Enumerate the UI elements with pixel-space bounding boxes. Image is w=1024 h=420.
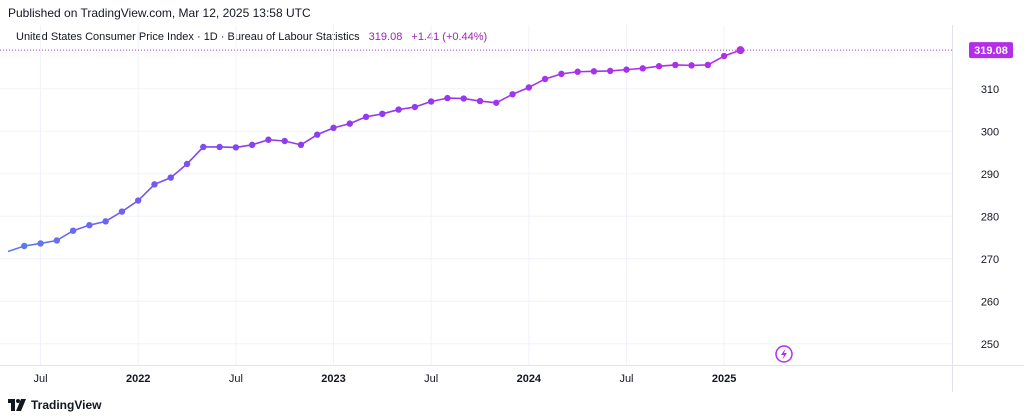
tradingview-logo-icon [8, 399, 26, 411]
data-point [590, 68, 598, 75]
data-point [607, 67, 614, 75]
data-point [281, 137, 288, 145]
y-tick-label: 250 [981, 339, 999, 351]
data-point [69, 227, 77, 234]
data-point [102, 218, 109, 225]
y-tick-label: 280 [981, 211, 999, 223]
series-legend[interactable]: United States Consumer Price Index · 1D … [16, 31, 487, 43]
data-point [736, 46, 745, 55]
data-point [21, 242, 28, 250]
data-point [395, 106, 402, 113]
x-tick-label: Jul [229, 373, 243, 385]
data-point [720, 52, 728, 60]
data-point [493, 99, 500, 106]
series-name: United States Consumer Price Index · 1D … [16, 31, 360, 43]
data-point [379, 110, 386, 118]
data-point [362, 113, 370, 121]
data-point [688, 62, 695, 69]
data-point [541, 75, 549, 83]
data-point [525, 84, 533, 91]
data-point [574, 68, 581, 75]
y-tick-label: 290 [981, 169, 999, 181]
x-tick-label: 2025 [712, 373, 736, 385]
data-point [672, 61, 679, 69]
data-point [183, 160, 191, 168]
last-value-badge-label: 319.08 [974, 45, 1008, 57]
data-point [704, 61, 712, 69]
data-point [444, 94, 451, 102]
data-point [476, 97, 484, 105]
data-point [216, 143, 223, 151]
x-tick-label: Jul [34, 373, 48, 385]
data-point [37, 240, 44, 247]
data-point [509, 91, 516, 98]
data-point [200, 143, 207, 151]
y-tick-label: 270 [981, 254, 999, 266]
data-point [151, 181, 158, 188]
y-tick-label: 300 [981, 126, 999, 138]
data-point [248, 141, 256, 149]
footer-brand-label: TradingView [31, 398, 102, 412]
x-tick-label: Jul [619, 373, 633, 385]
data-point [297, 141, 305, 149]
data-point [232, 144, 240, 151]
series-change: +1.41 (+0.44%) [411, 31, 488, 43]
data-point [623, 66, 630, 73]
data-point [655, 63, 663, 70]
published-info: Published on TradingView.com, Mar 12, 20… [8, 6, 311, 20]
y-tick-label: 260 [981, 296, 999, 308]
x-tick-label: 2024 [517, 373, 542, 385]
data-point [427, 98, 435, 105]
data-point [639, 65, 646, 72]
data-point [53, 237, 61, 244]
data-point [314, 131, 321, 138]
data-point [265, 136, 272, 143]
data-point [167, 174, 174, 181]
x-tick-label: Jul [424, 373, 438, 385]
series-last-value: 319.08 [368, 31, 403, 43]
data-point [558, 70, 565, 78]
data-point [460, 95, 467, 102]
data-point [135, 197, 142, 204]
lightning-icon[interactable] [775, 345, 793, 363]
data-point [411, 103, 419, 111]
data-point [330, 124, 337, 132]
data-point [118, 208, 126, 215]
footer-brand[interactable]: TradingView [8, 398, 101, 412]
series-line [7, 49, 741, 253]
data-point [86, 221, 93, 229]
last-value-badge [969, 42, 1013, 59]
data-point [346, 120, 353, 127]
y-tick-label: 310 [981, 84, 999, 96]
x-tick-label: 2022 [126, 373, 150, 385]
x-tick-label: 2023 [321, 373, 345, 385]
